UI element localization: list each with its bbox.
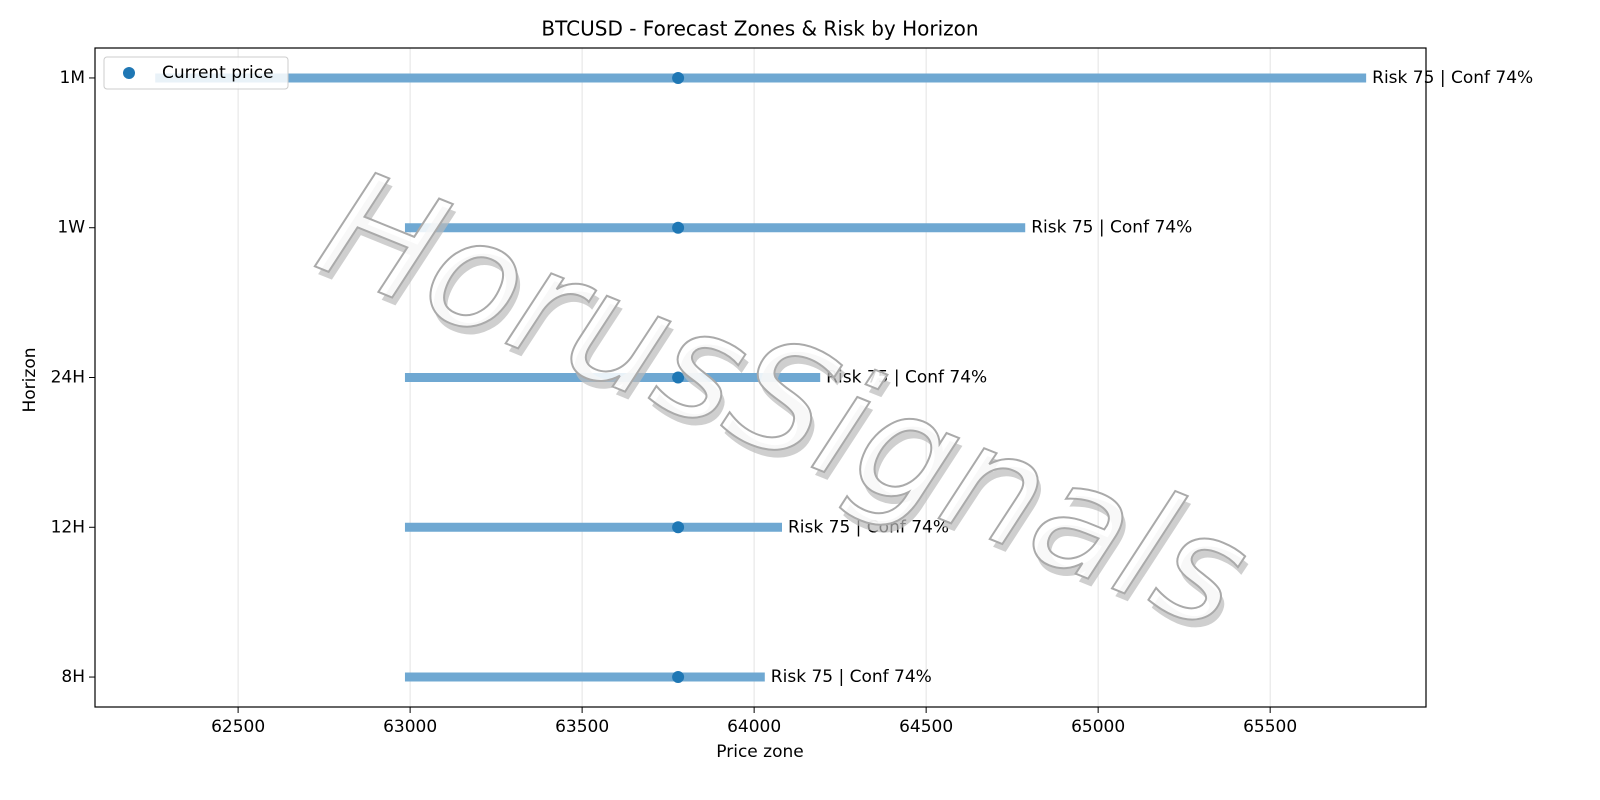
x-tick-label: 63000	[383, 717, 437, 737]
y-tick-label: 1M	[60, 68, 85, 88]
annotation: Risk 75 | Conf 74%	[1031, 218, 1192, 238]
current-price	[672, 71, 685, 84]
current-price	[672, 521, 685, 534]
current-price	[672, 371, 685, 384]
x-tick-label: 63500	[555, 717, 609, 737]
plot-frame	[94, 47, 1427, 708]
x-tick-label: 62500	[211, 717, 265, 737]
legend-box	[103, 56, 289, 90]
x-tick-label: 64000	[727, 717, 781, 737]
x-axis-label: Price zone	[716, 742, 803, 762]
chart-title: BTCUSD - Forecast Zones & Risk by Horizo…	[541, 17, 978, 41]
annotation: Risk 75 | Conf 74%	[788, 517, 949, 537]
legend-marker	[123, 67, 135, 79]
watermark: HorusSignals	[298, 137, 1270, 665]
annotation: Risk 75 | Conf 74%	[1372, 68, 1533, 88]
current-price	[672, 671, 685, 684]
current-price	[672, 221, 685, 234]
y-axis-label: Horizon	[20, 348, 40, 413]
x-tick-label: 65000	[1071, 717, 1125, 737]
x-tick-label: 64500	[899, 717, 953, 737]
legend-label: Current price	[162, 63, 274, 83]
y-tick-label: 8H	[61, 667, 85, 687]
annotation: Risk 75 | Conf 74%	[771, 667, 932, 687]
x-tick-label: 65500	[1243, 717, 1297, 737]
y-tick-label: 1W	[57, 218, 85, 238]
annotation: Risk 75 | Conf 74%	[826, 368, 987, 388]
y-tick-label: 12H	[51, 517, 85, 537]
y-tick-label: 24H	[51, 368, 85, 388]
